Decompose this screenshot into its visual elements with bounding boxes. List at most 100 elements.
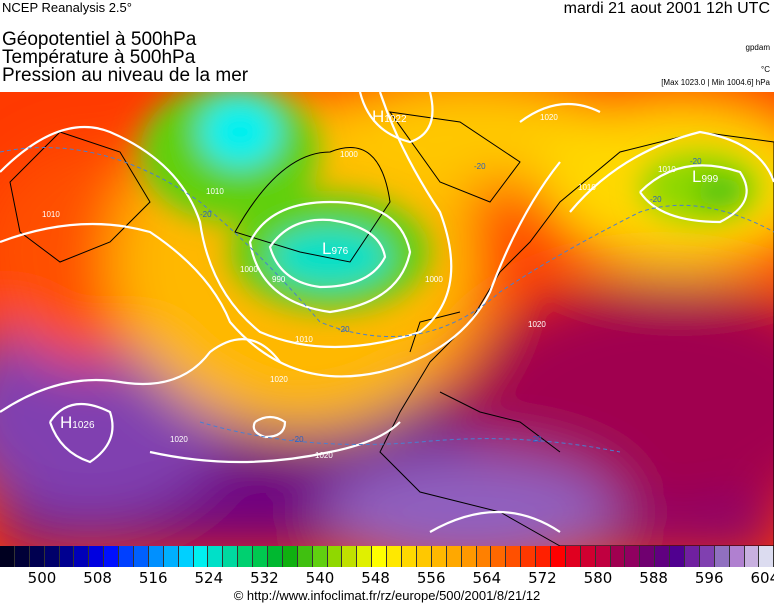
colorbar-cell [387, 546, 403, 567]
colorbar-tick-label: 556 [416, 569, 446, 587]
title-geopotential: Géopotentiel à 500hPa [2, 29, 197, 50]
colorbar-cell [89, 546, 105, 567]
colorbar-cell [580, 546, 596, 567]
isobars [0, 92, 774, 533]
high-center-label: H1026 [60, 413, 95, 432]
svg-text:-20: -20 [530, 435, 542, 444]
unit-pressure-range: [Max 1023.0 | Min 1004.6] hPa [661, 78, 770, 87]
colorbar-cell [640, 546, 656, 567]
svg-text:1010: 1010 [578, 183, 596, 192]
title-temperature: Température à 500hPa [2, 47, 196, 68]
colorbar-cell [253, 546, 269, 567]
low-center-label: L999 [692, 167, 719, 186]
colorbar-cell [610, 546, 626, 567]
low-center-label: L976 [322, 239, 349, 258]
svg-text:-20: -20 [338, 325, 350, 334]
colorbar-cell [491, 546, 507, 567]
colorbar-cell [699, 546, 715, 567]
colorbar-cell [163, 546, 179, 567]
colorbar-cell [208, 546, 224, 567]
svg-text:1020: 1020 [315, 451, 333, 460]
colorbar-cell [536, 546, 551, 567]
date-label: mardi 21 aout 2001 12h UTC [563, 0, 770, 17]
colorbar-cell [357, 546, 373, 567]
coastlines [9, 111, 774, 546]
colorbar-cell [148, 546, 164, 567]
colorbar-cell [655, 546, 671, 567]
svg-text:-20: -20 [690, 157, 702, 166]
colorbar-cell [461, 546, 477, 567]
colorbar-cell [714, 546, 730, 567]
colorbar-tick-label: 524 [194, 569, 224, 587]
high-center-label: H1022 [372, 107, 407, 126]
colorbar-cell [476, 546, 492, 567]
colorbar-cell [14, 546, 30, 567]
svg-text:1000: 1000 [240, 265, 258, 274]
colorbar-tick-label: 532 [250, 569, 279, 587]
colorbar-cell [74, 546, 90, 567]
colorbar-cell [416, 546, 432, 567]
colorbar-cell [565, 546, 581, 567]
svg-text:1010: 1010 [42, 210, 60, 219]
colorbar-cell [282, 546, 298, 567]
svg-text:1020: 1020 [170, 435, 188, 444]
colorbar-cell [759, 546, 774, 567]
colorbar-cell [0, 546, 15, 567]
colorbar-tick-label: 516 [138, 569, 168, 587]
colorbar-tick-label: 564 [472, 569, 502, 587]
colorbar-cell [595, 546, 611, 567]
colorbar-cell [342, 546, 358, 567]
colorbar-cell [178, 546, 194, 567]
colorbar-tick-label: 596 [694, 569, 724, 587]
colorbar-cell [684, 546, 700, 567]
svg-text:1000: 1000 [340, 150, 358, 159]
colorbar-cell [506, 546, 522, 567]
svg-text:1010: 1010 [658, 165, 676, 174]
svg-text:1020: 1020 [270, 375, 288, 384]
geopotential-field [0, 92, 774, 546]
colorbar-tick-label: 548 [361, 569, 390, 587]
colorbar-cell [312, 546, 328, 567]
map-canvas: H1022 L976 L999 H1026 1010 1010 1010 100… [0, 92, 774, 546]
svg-text:990: 990 [272, 275, 286, 284]
svg-text:1010: 1010 [295, 335, 313, 344]
colorbar-tick-label: 588 [639, 569, 668, 587]
isotherms [0, 147, 774, 453]
colorbar-cell [134, 546, 149, 567]
colorbar-tick-label: 572 [528, 569, 557, 587]
colorbar-tick-label: 508 [83, 569, 112, 587]
colorbar-cell [223, 546, 239, 567]
svg-text:-20: -20 [200, 210, 212, 219]
svg-text:1000: 1000 [425, 275, 443, 284]
colorbar-cell [119, 546, 135, 567]
colorbar-cell [402, 546, 417, 567]
copyright-url: © http://www.infoclimat.fr/rz/europe/500… [233, 588, 541, 603]
colorbar-cell [238, 546, 254, 567]
colorbar-tick-label: 540 [305, 569, 335, 587]
colorbar-tick-label: 580 [583, 569, 613, 587]
pressure-centers: H1022 L976 L999 H1026 [60, 107, 719, 432]
svg-text:-20: -20 [474, 162, 486, 171]
colorbar-cell [193, 546, 209, 567]
title-pressure: Pression au niveau de la mer [2, 65, 249, 86]
svg-text:1020: 1020 [540, 113, 558, 122]
svg-text:1020: 1020 [528, 320, 546, 329]
colorbar-cell [297, 546, 313, 567]
colorbar-cell [625, 546, 641, 567]
colorbar-cell [268, 546, 283, 567]
colorbar-cell [372, 546, 388, 567]
colorbar-cell [744, 546, 760, 567]
svg-text:1010: 1010 [206, 187, 224, 196]
colorbar-cell [29, 546, 45, 567]
unit-gpdam: gpdam [745, 43, 770, 52]
colorbar-cell [729, 546, 745, 567]
colorbar-cell [327, 546, 343, 567]
colorbar-cell [521, 546, 537, 567]
colorbar-cell [670, 546, 685, 567]
colorbar [0, 546, 774, 567]
unit-celsius: °C [761, 65, 770, 74]
colorbar-cell [44, 546, 60, 567]
colorbar-cell [446, 546, 462, 567]
isotherm-labels: -20 -20 -20 -20 -20 -20 -20 [200, 157, 702, 444]
